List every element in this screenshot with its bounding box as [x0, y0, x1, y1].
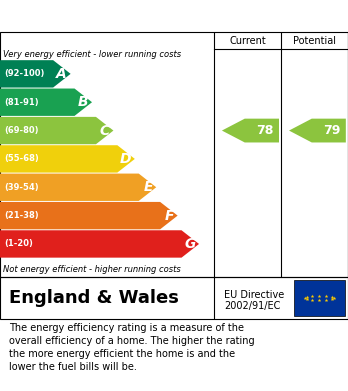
Text: (92-100): (92-100) [4, 69, 45, 78]
Text: Very energy efficient - lower running costs: Very energy efficient - lower running co… [3, 50, 182, 59]
Text: England & Wales: England & Wales [9, 289, 179, 307]
Text: F: F [165, 209, 174, 222]
Polygon shape [0, 88, 92, 116]
Polygon shape [0, 117, 113, 144]
Text: Potential: Potential [293, 36, 336, 46]
Text: C: C [100, 124, 110, 138]
Bar [294, 280, 345, 316]
Polygon shape [0, 202, 177, 229]
Text: B: B [78, 95, 88, 109]
Text: 2002/91/EC: 2002/91/EC [224, 301, 281, 310]
Polygon shape [289, 118, 346, 142]
Text: (1-20): (1-20) [4, 239, 33, 248]
Polygon shape [222, 118, 279, 142]
Text: (21-38): (21-38) [4, 211, 39, 220]
Text: 79: 79 [323, 124, 341, 137]
Text: The energy efficiency rating is a measure of the
overall efficiency of a home. T: The energy efficiency rating is a measur… [9, 323, 254, 372]
Text: E: E [143, 180, 153, 194]
Text: 78: 78 [256, 124, 274, 137]
Text: Current: Current [229, 36, 266, 46]
Text: (69-80): (69-80) [4, 126, 39, 135]
Polygon shape [0, 230, 199, 258]
Polygon shape [0, 145, 135, 172]
Text: (39-54): (39-54) [4, 183, 39, 192]
Text: A: A [56, 67, 67, 81]
Text: Energy Efficiency Rating: Energy Efficiency Rating [9, 9, 219, 23]
Polygon shape [0, 60, 71, 88]
Text: (81-91): (81-91) [4, 98, 39, 107]
Text: D: D [120, 152, 131, 166]
Text: Not energy efficient - higher running costs: Not energy efficient - higher running co… [3, 265, 181, 274]
Text: (55-68): (55-68) [4, 154, 39, 163]
Text: EU Directive: EU Directive [224, 290, 285, 300]
Polygon shape [0, 174, 156, 201]
Text: G: G [184, 237, 196, 251]
